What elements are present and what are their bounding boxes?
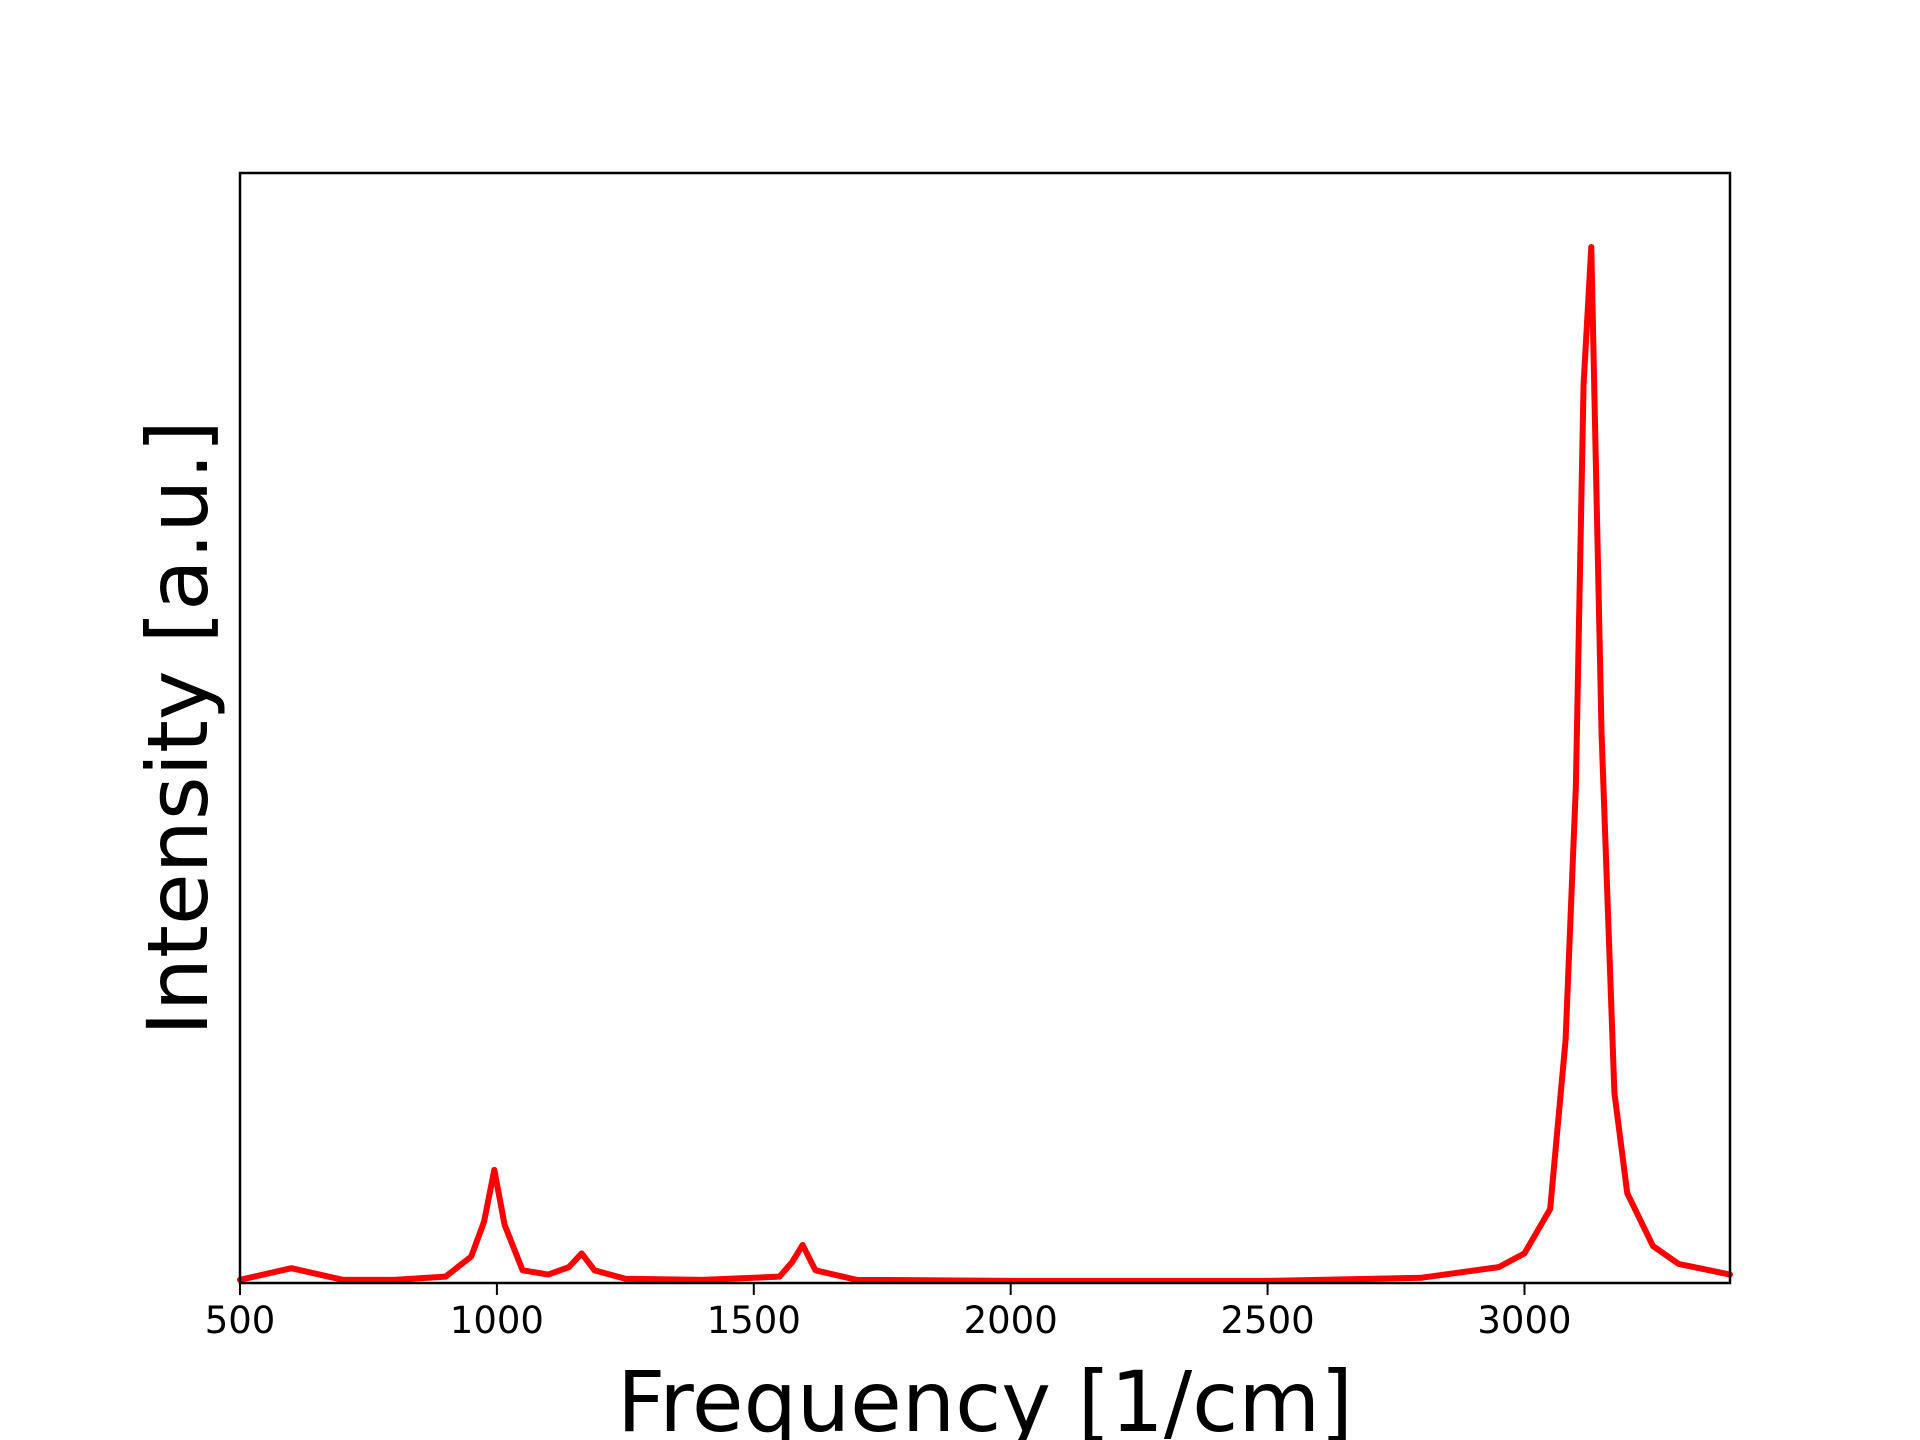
x-tick-label-1000: 1000 [450,1299,544,1342]
x-tick-label-2500: 2500 [1221,1299,1315,1342]
x-tick-label-2000: 2000 [964,1299,1058,1342]
x-tick-label-500: 500 [205,1299,276,1342]
series-line-0 [237,244,1733,1284]
x-axis-ticks: 500 1000 1500 2000 2500 3000 [205,1283,1572,1342]
x-axis-title: Frequency [1/cm] [617,1353,1353,1440]
plot-frame [238,171,1732,1285]
plot-area [240,173,1730,1283]
x-tick-label-1500: 1500 [707,1299,801,1342]
series-layer [237,244,1733,1284]
x-tick-label-3000: 3000 [1477,1299,1571,1342]
y-axis-title: Intensity [a.u.] [129,420,227,1036]
